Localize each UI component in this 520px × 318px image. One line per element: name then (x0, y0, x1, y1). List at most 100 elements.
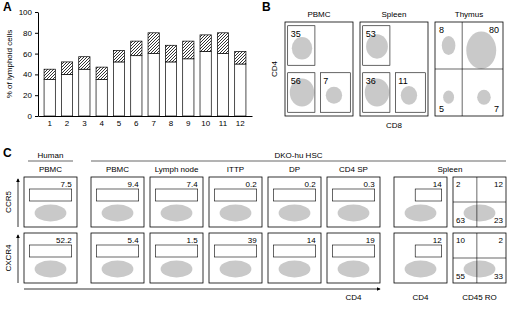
gate (288, 26, 315, 65)
gate (29, 245, 71, 257)
tick-label: 11 (219, 119, 228, 128)
bar-segment (235, 52, 246, 64)
gate (363, 26, 390, 65)
gate (214, 189, 256, 201)
gate (155, 245, 197, 257)
axis-arrow (18, 235, 19, 283)
flow-plot: 0.2 (209, 177, 262, 227)
cell-cloud (35, 261, 67, 278)
gate (363, 73, 390, 112)
tick-label: 12 (236, 119, 245, 128)
cell-cloud (161, 205, 193, 222)
tick-label: 6 (134, 119, 139, 128)
tick-label: 60 (23, 50, 32, 59)
bar-segment (79, 57, 90, 69)
bar-segment (131, 56, 142, 116)
bar-segment (183, 59, 194, 116)
gate (273, 189, 315, 201)
tick-label: 10 (201, 119, 210, 128)
tick-mark (35, 116, 38, 117)
tick-mark (35, 33, 38, 34)
tick-label: 4 (99, 119, 104, 128)
gate (155, 189, 197, 201)
tick-label: 0 (28, 112, 33, 121)
tick: 9 (186, 116, 191, 128)
plot-frame (394, 177, 447, 227)
plot-frame (24, 233, 77, 283)
axis-title: CD8 (386, 121, 403, 130)
tick-label: 5 (117, 119, 122, 128)
flow-plot: 1025533 (453, 233, 506, 283)
tick: 5 (117, 116, 122, 128)
cell-cloud (464, 205, 496, 222)
tick-label: 9 (186, 119, 191, 128)
group-header: DKO-hu HSC (274, 151, 322, 160)
flow-plot: 88057 (435, 22, 503, 116)
bar-segment (44, 69, 55, 79)
gate-value: 19 (366, 236, 375, 245)
bar-segment (96, 80, 107, 116)
cell-cloud (161, 261, 193, 278)
flow-plot: 39 (209, 233, 262, 283)
tick-mark (35, 95, 38, 96)
plot-frame (150, 177, 203, 227)
x-axis: 123456789101112 (39, 116, 253, 128)
plot-frame (453, 177, 506, 227)
gate-value: 39 (248, 236, 257, 245)
gate-value: 1.5 (187, 236, 199, 245)
tick: 6 (134, 116, 139, 128)
column-title: CD4 SP (339, 165, 368, 174)
plot-frame (394, 233, 447, 283)
column-title: PBMC (106, 165, 129, 174)
gate-value: 7.4 (187, 180, 199, 189)
group-line (91, 161, 506, 162)
gate-value: 0.3 (364, 180, 376, 189)
flow-plot: 35567 (285, 22, 353, 116)
tick-label: 2 (65, 119, 70, 128)
bar-segment (200, 52, 211, 116)
flow-plot: 7.5 (24, 177, 77, 227)
plot-frame (268, 177, 321, 227)
bar-segment (61, 74, 72, 116)
bar-segment (165, 62, 176, 116)
bar-segment (165, 45, 176, 62)
plot-frame (91, 233, 144, 283)
tick-label: 20 (23, 91, 32, 100)
axis-line (39, 116, 253, 117)
figure: ABC020406080100123456789101112% of lymph… (0, 0, 520, 318)
tick-label: 3 (82, 119, 87, 128)
cell-cloud (405, 205, 437, 222)
bar-segment (79, 69, 90, 116)
cell-cloud (220, 261, 252, 278)
tick-label: 100 (19, 8, 33, 17)
gate (320, 73, 350, 112)
tick: 4 (99, 116, 104, 128)
gate-value: 35 (291, 29, 301, 39)
gate (214, 245, 256, 257)
panel-b: 35567PBMC533611Spleen88057ThymusCD4CD8 (270, 10, 503, 130)
panel-letter: A (3, 0, 12, 14)
axis-title: CXCR4 (4, 244, 13, 272)
gate-value: 12 (494, 180, 503, 189)
group-line (28, 161, 73, 162)
bar-segment (217, 33, 228, 54)
gate-value: 2 (456, 180, 461, 189)
gate-value: 56 (291, 76, 301, 86)
gate-value: 36 (366, 76, 376, 86)
tick: 20 (23, 91, 38, 100)
gate-value: 55 (456, 272, 465, 281)
gate (415, 189, 442, 201)
cell-cloud (292, 37, 312, 60)
gate-value: 5 (439, 104, 444, 114)
bar-segment (131, 41, 142, 56)
plot-title: Spleen (382, 10, 407, 19)
tick-label: 8 (169, 119, 174, 128)
column-title: Lymph node (155, 165, 199, 174)
plot-frame (435, 22, 503, 116)
panel-letter: B (262, 0, 271, 14)
gate-value: 7.5 (61, 180, 73, 189)
gate-value: 80 (489, 25, 499, 35)
cell-cloud (443, 91, 454, 104)
bar-segment (61, 62, 72, 74)
quadrant-line (453, 258, 506, 259)
